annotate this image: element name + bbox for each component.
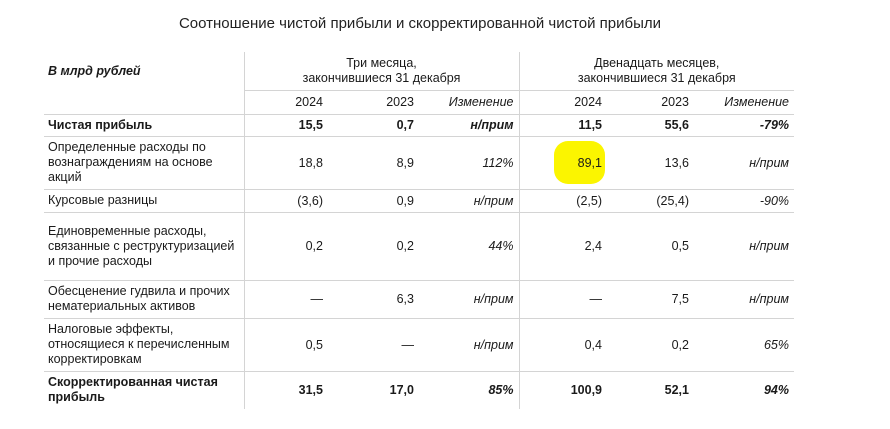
table-row: Определенные расходы по вознаграждениям …	[44, 136, 795, 189]
column-header: 2024	[518, 90, 607, 114]
cell: 65%	[763, 337, 790, 352]
cell: —	[243, 280, 328, 318]
cell: -90%	[759, 193, 790, 208]
cell: —	[401, 337, 415, 352]
highlighted-cell: 89,1	[518, 136, 607, 189]
cell: 0,5	[671, 239, 689, 253]
cell: 0,4	[518, 318, 607, 371]
cell: 11,5	[518, 114, 607, 136]
cell: (2,5)	[518, 189, 607, 212]
cell: н/прим	[749, 292, 790, 306]
cell: 55,6	[664, 118, 689, 132]
row-label: Чистая прибыль	[48, 117, 153, 132]
column-header: Изменение	[724, 95, 790, 109]
cell: 15,5	[243, 114, 328, 136]
column-header: Изменение	[448, 95, 514, 109]
cell: н/прим	[473, 337, 514, 352]
column-header: 2023	[661, 95, 689, 109]
cell: н/прим	[749, 239, 790, 253]
cell: -79%	[759, 118, 790, 132]
column-header: 2024	[243, 90, 328, 114]
cell: 6,3	[396, 292, 414, 306]
table-row: Чистая прибыль 15,5 0,7 н/прим 11,5 55,6…	[44, 114, 795, 136]
row-label: Налоговые эффекты, относящиеся к перечис…	[48, 322, 230, 366]
cell: н/прим	[473, 193, 514, 208]
cell: н/прим	[749, 155, 790, 170]
unit-label: В млрд рублей	[48, 64, 141, 78]
cell: 31,5	[243, 371, 328, 409]
cell: (25,4)	[656, 193, 689, 208]
cell: 8,9	[396, 155, 414, 170]
cell: 2,4	[518, 212, 607, 280]
group-header-line: закончившиеся 31 декабря	[302, 71, 461, 85]
group-header-line: закончившиеся 31 декабря	[577, 71, 736, 85]
table-row: Обесценение гудвила и прочих нематериаль…	[44, 280, 795, 318]
cell: 0,9	[396, 193, 414, 208]
cell: 0,5	[243, 318, 328, 371]
row-label: Курсовые разницы	[48, 193, 158, 207]
row-label: Скорректированная чистая прибыль	[48, 375, 218, 405]
cell: 44%	[488, 239, 514, 253]
cell: 112%	[482, 155, 514, 170]
cell: н/прим	[473, 292, 514, 306]
table-row: Курсовые разницы (3,6) 0,9 н/прим (2,5) …	[44, 189, 795, 212]
table-row: Единовременные расходы, связанные с рест…	[44, 212, 795, 280]
cell: —	[518, 280, 607, 318]
cell: 0,7	[396, 118, 414, 132]
cell: 52,1	[664, 383, 689, 398]
group-header-twelve-months: Двенадцать месяцев, закончившиеся 31 дек…	[518, 52, 795, 91]
cell: 7,5	[671, 292, 689, 306]
group-header-line: Три месяца,	[346, 56, 417, 70]
cell: (3,6)	[243, 189, 328, 212]
cell: 0,2	[671, 337, 689, 352]
group-header-three-months: Три месяца, закончившиеся 31 декабря	[243, 52, 519, 91]
cell: 100,9	[518, 371, 607, 409]
table-row: Налоговые эффекты, относящиеся к перечис…	[44, 318, 795, 371]
cell: н/прим	[470, 118, 514, 132]
cell: 13,6	[664, 155, 689, 170]
group-header-line: Двенадцать месяцев,	[594, 56, 720, 70]
table-title: Соотношение чистой прибыли и скорректиро…	[178, 15, 662, 32]
row-label: Определенные расходы по вознаграждениям …	[48, 140, 213, 184]
cell: 0,2	[243, 212, 328, 280]
column-header: 2023	[386, 95, 414, 109]
cell: 94%	[763, 383, 790, 398]
reconciliation-table: В млрд рублей Три месяца, закончившиеся …	[44, 52, 795, 409]
cell: 85%	[488, 383, 514, 398]
cell: 0,2	[396, 239, 414, 253]
cell: 18,8	[243, 136, 328, 189]
row-label: Обесценение гудвила и прочих нематериаль…	[48, 284, 230, 313]
table-row-total: Скорректированная чистая прибыль 31,5 17…	[44, 371, 794, 409]
row-label: Единовременные расходы, связанные с рест…	[48, 223, 235, 268]
cell: 17,0	[389, 383, 414, 398]
